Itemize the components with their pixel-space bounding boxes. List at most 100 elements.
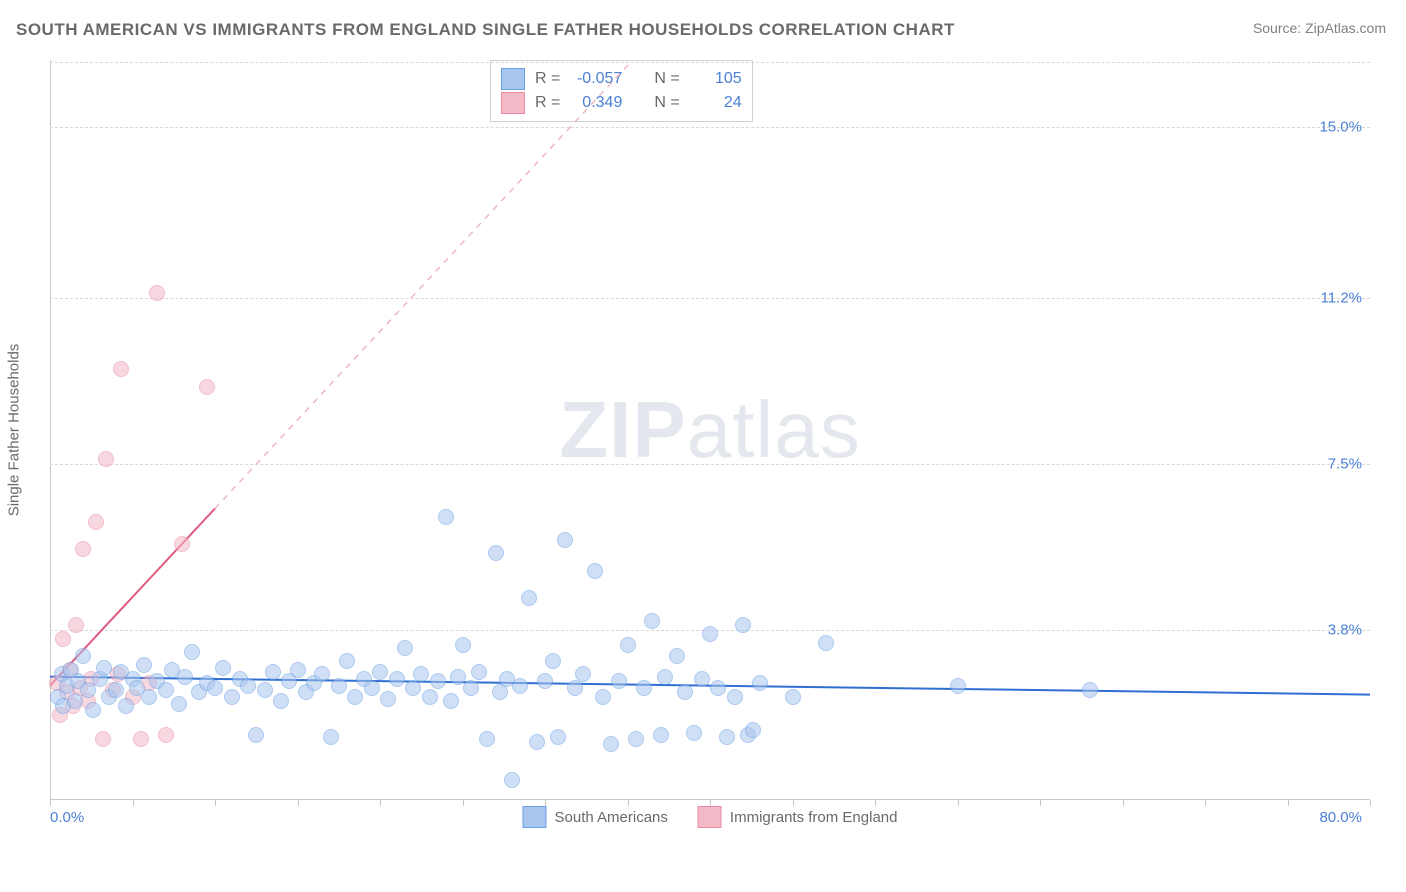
watermark-bold: ZIP <box>559 385 686 474</box>
legend-item-pink: Immigrants from England <box>698 806 898 828</box>
x-min-label: 0.0% <box>50 809 84 826</box>
r-value-pink: 0.349 <box>570 91 622 115</box>
y-tick-label: 7.5% <box>1328 455 1362 472</box>
data-point-south_americans <box>702 626 718 642</box>
x-tick <box>50 800 51 806</box>
data-point-immigrants_england <box>158 727 174 743</box>
data-point-south_americans <box>694 671 710 687</box>
data-point-south_americans <box>512 678 528 694</box>
data-point-south_americans <box>455 637 471 653</box>
data-point-south_americans <box>171 696 187 712</box>
data-point-south_americans <box>85 702 101 718</box>
data-point-south_americans <box>537 673 553 689</box>
x-tick <box>1288 800 1289 806</box>
data-point-south_americans <box>575 666 591 682</box>
n-label: N = <box>654 67 679 91</box>
x-tick <box>875 800 876 806</box>
gridline-top <box>50 62 1370 63</box>
data-point-south_americans <box>504 772 520 788</box>
x-tick <box>628 800 629 806</box>
gridline <box>50 298 1370 299</box>
data-point-south_americans <box>450 669 466 685</box>
y-tick-label: 15.0% <box>1319 119 1362 136</box>
x-tick <box>1040 800 1041 806</box>
data-point-south_americans <box>413 666 429 682</box>
data-point-south_americans <box>529 734 545 750</box>
data-point-south_americans <box>257 682 273 698</box>
scatter-plot: ZIPatlas 0.0% 80.0% R = -0.057 N = 105 R… <box>50 60 1370 830</box>
data-point-south_americans <box>620 637 636 653</box>
stats-box: R = -0.057 N = 105 R = 0.349 N = 24 <box>490 60 753 122</box>
swatch-pink <box>501 92 525 114</box>
data-point-south_americans <box>141 689 157 705</box>
data-point-south_americans <box>628 731 644 747</box>
y-axis-label: Single Father Households <box>6 344 23 517</box>
data-point-south_americans <box>339 653 355 669</box>
data-point-south_americans <box>75 648 91 664</box>
x-tick <box>463 800 464 806</box>
x-tick <box>380 800 381 806</box>
x-tick <box>793 800 794 806</box>
data-point-immigrants_england <box>133 731 149 747</box>
data-point-immigrants_england <box>68 617 84 633</box>
data-point-immigrants_england <box>88 514 104 530</box>
x-tick <box>1123 800 1124 806</box>
data-point-south_americans <box>710 680 726 696</box>
source-attribution: Source: ZipAtlas.com <box>1253 20 1386 36</box>
data-point-south_americans <box>372 664 388 680</box>
data-point-immigrants_england <box>149 285 165 301</box>
data-point-immigrants_england <box>199 379 215 395</box>
n-value-pink: 24 <box>690 91 742 115</box>
data-point-south_americans <box>719 729 735 745</box>
data-point-south_americans <box>686 725 702 741</box>
data-point-south_americans <box>479 731 495 747</box>
data-point-south_americans <box>545 653 561 669</box>
data-point-south_americans <box>248 727 264 743</box>
data-point-south_americans <box>405 680 421 696</box>
data-point-south_americans <box>273 693 289 709</box>
data-point-south_americans <box>463 680 479 696</box>
gridline <box>50 464 1370 465</box>
data-point-south_americans <box>422 689 438 705</box>
data-point-south_americans <box>677 684 693 700</box>
legend-item-blue: South Americans <box>523 806 668 828</box>
stats-row-pink: R = 0.349 N = 24 <box>501 91 742 115</box>
data-point-immigrants_england <box>113 361 129 377</box>
data-point-south_americans <box>184 644 200 660</box>
data-point-south_americans <box>611 673 627 689</box>
watermark-rest: atlas <box>687 385 861 474</box>
n-value-blue: 105 <box>690 67 742 91</box>
data-point-south_americans <box>108 682 124 698</box>
data-point-south_americans <box>950 678 966 694</box>
data-point-south_americans <box>397 640 413 656</box>
data-point-south_americans <box>364 680 380 696</box>
x-tick <box>958 800 959 806</box>
data-point-immigrants_england <box>55 631 71 647</box>
data-point-south_americans <box>636 680 652 696</box>
data-point-south_americans <box>177 669 193 685</box>
data-point-south_americans <box>323 729 339 745</box>
legend-label-blue: South Americans <box>555 809 668 826</box>
data-point-south_americans <box>290 662 306 678</box>
data-point-south_americans <box>347 689 363 705</box>
x-tick <box>1205 800 1206 806</box>
data-point-immigrants_england <box>174 536 190 552</box>
data-point-south_americans <box>471 664 487 680</box>
data-point-south_americans <box>657 669 673 685</box>
data-point-south_americans <box>443 693 459 709</box>
x-tick <box>133 800 134 806</box>
x-tick <box>215 800 216 806</box>
gridline <box>50 127 1370 128</box>
x-tick <box>545 800 546 806</box>
data-point-south_americans <box>752 675 768 691</box>
swatch-blue <box>501 68 525 90</box>
data-point-south_americans <box>158 682 174 698</box>
source-prefix: Source: <box>1253 20 1305 36</box>
data-point-immigrants_england <box>95 731 111 747</box>
data-point-south_americans <box>265 664 281 680</box>
r-label: R = <box>535 67 560 91</box>
legend-label-pink: Immigrants from England <box>730 809 898 826</box>
data-point-south_americans <box>567 680 583 696</box>
n-label-2: N = <box>654 91 679 115</box>
data-point-south_americans <box>118 698 134 714</box>
